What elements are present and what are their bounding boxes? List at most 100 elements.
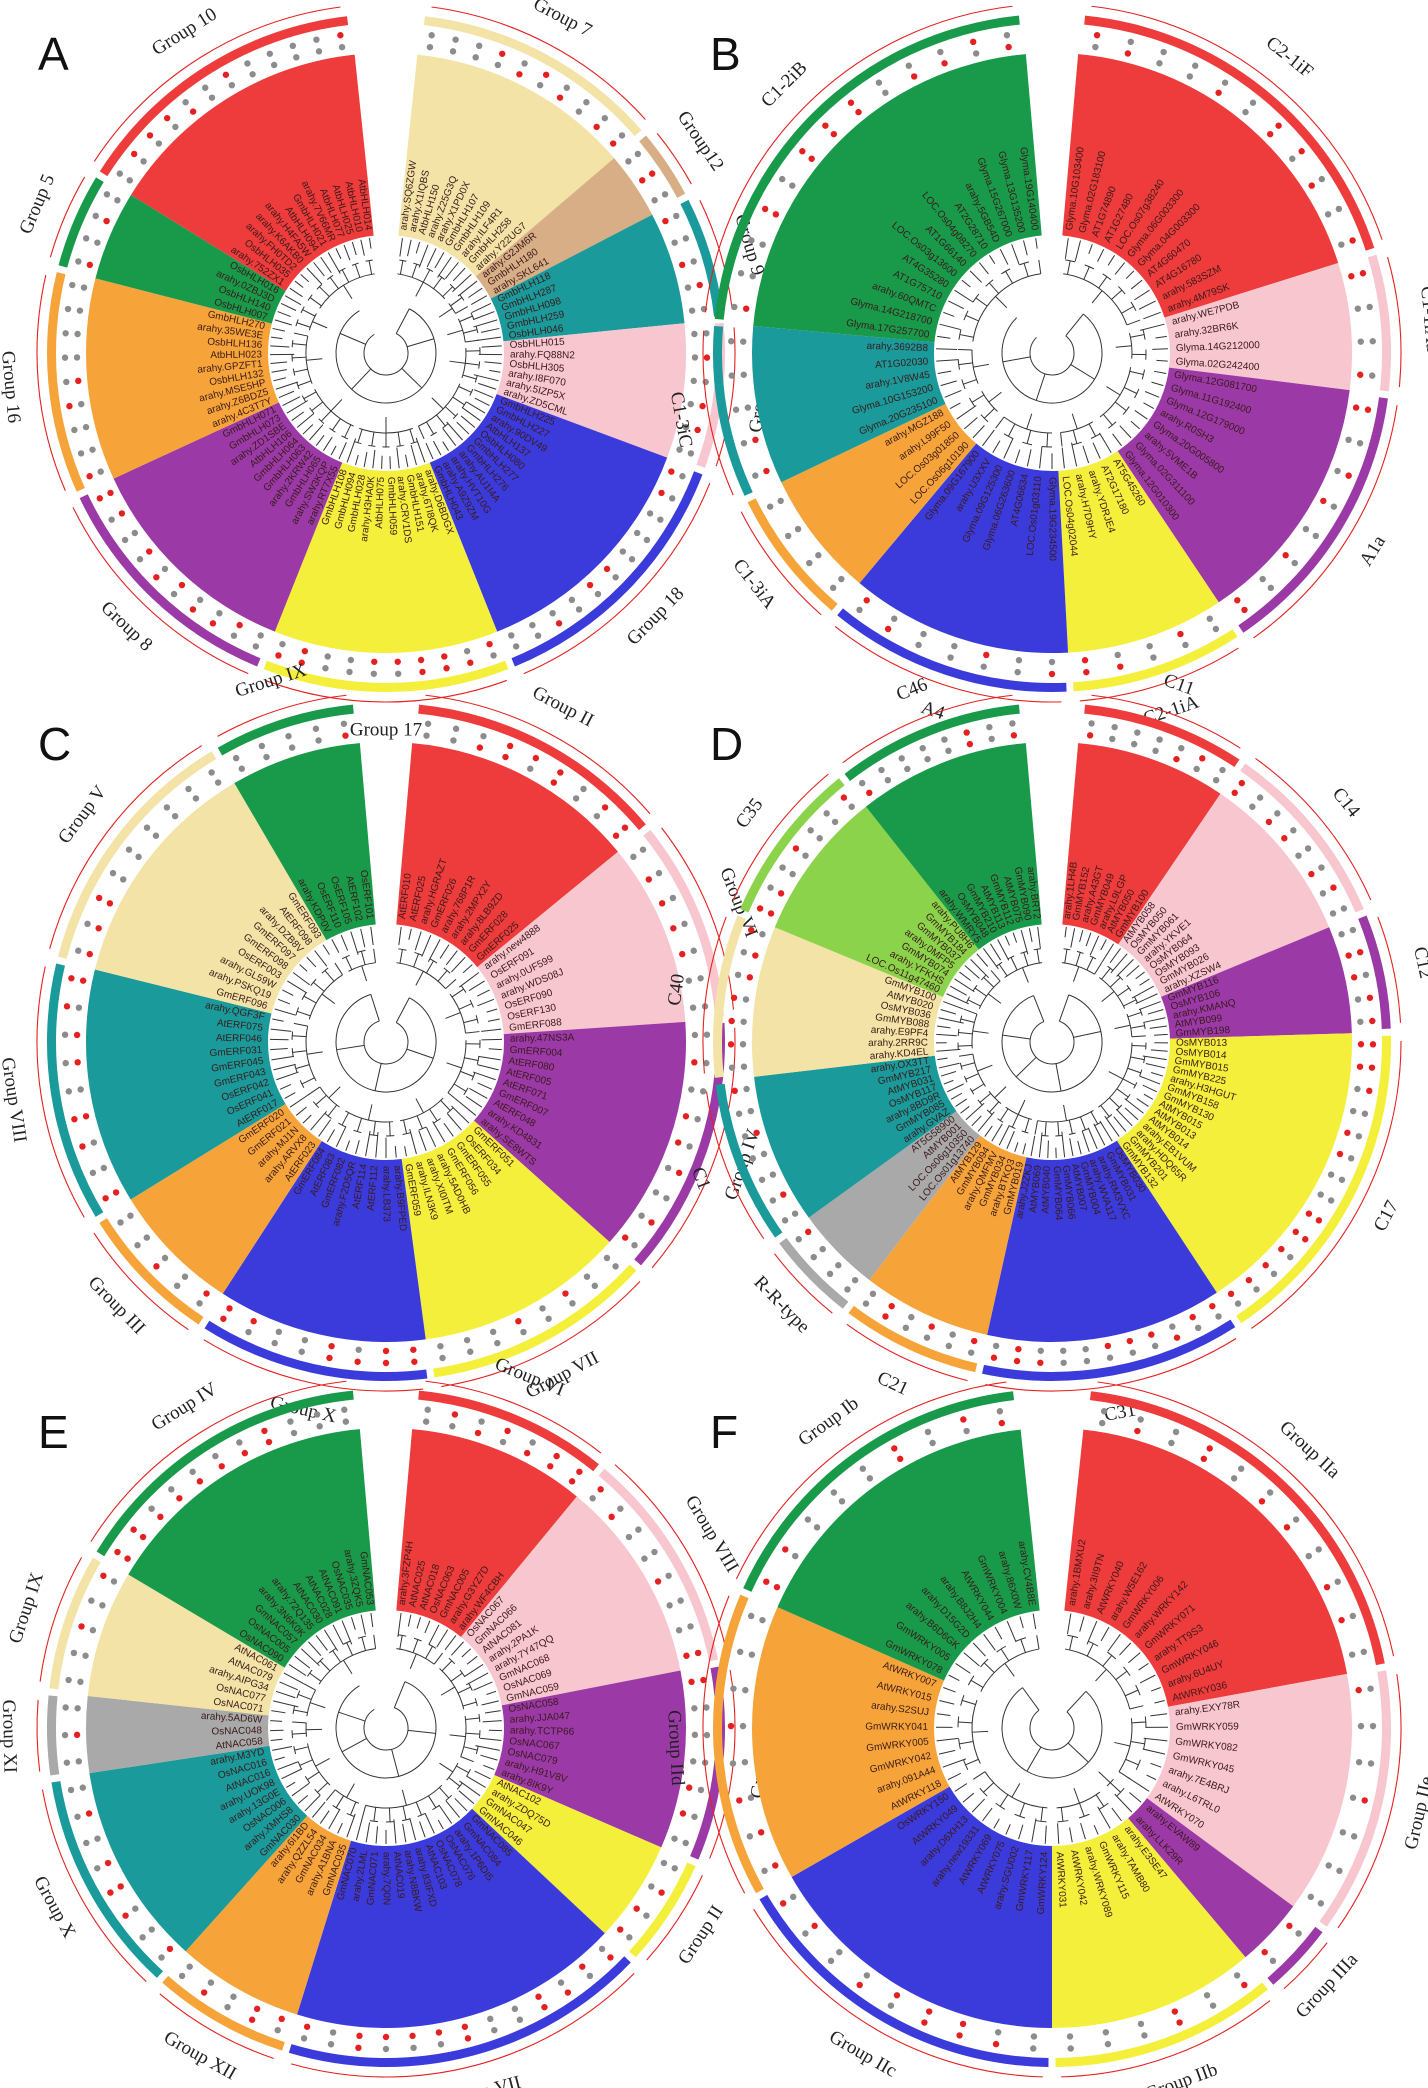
panel-letter: C [38, 718, 71, 770]
marker-dot [856, 606, 863, 614]
marker-dot [1030, 2033, 1038, 2040]
clade-band [1084, 704, 1240, 768]
marker-dot [328, 1342, 335, 1350]
marker-dot [73, 354, 81, 361]
marker-dot [575, 108, 583, 115]
marker-dot [1295, 852, 1302, 859]
marker-dot [355, 2044, 362, 2052]
outer-arc [651, 1027, 736, 1269]
marker-dot [782, 1546, 789, 1553]
marker-dot [158, 1954, 165, 1961]
marker-dot [312, 725, 320, 732]
leaf-label: arahy.KD4EL [869, 1047, 929, 1063]
marker-dot [1037, 1359, 1044, 1366]
marker-dot [785, 532, 792, 540]
clade-group-iid: AtWRKY118arahy.091A44GmWRKY042GmWRKY005G… [663, 1594, 950, 1894]
marker-dot [322, 665, 329, 672]
clade-c21: GmMYB019arahy.BTKQ3GmMYB034arahy.QMFMVGm… [846, 1135, 1027, 1400]
marker-dot [1104, 2040, 1112, 2048]
marker-dot [643, 1912, 650, 1919]
clade-sector [1058, 451, 1219, 653]
outer-arc [753, 1908, 1043, 2078]
marker-dot [157, 1513, 164, 1521]
marker-dot [487, 2015, 494, 2023]
marker-dot [747, 1794, 755, 1801]
marker-dot [945, 747, 952, 755]
clade-sector [752, 1607, 950, 1877]
marker-dot [1323, 1583, 1331, 1591]
marker-dot [545, 1315, 552, 1322]
leaf-label: AtERF112 [366, 1165, 381, 1212]
marker-dot [960, 1416, 967, 1423]
marker-dot [293, 54, 300, 61]
marker-dot [127, 1212, 134, 1219]
marker-dot [212, 1452, 219, 1460]
marker-dot [763, 467, 770, 475]
marker-dot [1117, 663, 1124, 670]
marker-dot [1093, 31, 1101, 39]
marker-dot [236, 621, 243, 629]
marker-dot [75, 1758, 83, 1765]
clade-group-ii: AtERF010AtERF025arahy.HGRAZTGmERF026arah… [396, 682, 651, 968]
marker-dot [529, 621, 536, 629]
marker-dot [126, 177, 133, 184]
marker-dot [1302, 525, 1310, 533]
marker-dot [1292, 1516, 1300, 1523]
marker-dot [1193, 765, 1200, 773]
marker-dot [691, 354, 699, 361]
marker-dot [1265, 818, 1273, 826]
marker-dot [575, 606, 583, 613]
marker-dot [699, 1088, 707, 1095]
marker-dot [651, 197, 658, 204]
marker-dot [1171, 2008, 1179, 2015]
marker-dot [580, 785, 587, 793]
clade-band [46, 272, 85, 492]
marker-dot [773, 1583, 781, 1591]
marker-dot [118, 510, 126, 517]
marker-dot [77, 1086, 84, 1093]
marker-dot [779, 864, 786, 871]
leaf-label: AtMYB040 [1040, 1165, 1053, 1214]
outer-arc [425, 1380, 602, 1454]
clade-sector [496, 323, 686, 458]
marker-dot [371, 658, 378, 665]
marker-dot [263, 753, 270, 761]
marker-dot [106, 900, 114, 907]
marker-dot [882, 1313, 889, 1320]
marker-dot [1253, 1286, 1260, 1293]
marker-dot [1366, 994, 1374, 1001]
marker-dot [1092, 43, 1099, 51]
marker-dot [992, 1342, 1000, 1350]
marker-dot [527, 765, 534, 772]
marker-dot [1278, 1245, 1285, 1253]
clade-sector [1146, 1673, 1352, 1907]
marker-dot [1098, 1419, 1106, 1427]
marker-dot [316, 1423, 323, 1430]
marker-dot [532, 754, 540, 762]
marker-dot [1308, 182, 1315, 189]
leaf-label: Glyma.14G212000 [1176, 340, 1261, 354]
marker-dot [741, 1133, 749, 1140]
marker-dot [593, 812, 601, 820]
marker-dot [313, 1411, 321, 1418]
marker-dot [1305, 1210, 1313, 1217]
marker-dot [598, 1945, 606, 1953]
marker-dot [86, 473, 93, 480]
marker-dot [1126, 1337, 1134, 1345]
marker-dot [1282, 552, 1289, 559]
marker-dot [410, 2044, 417, 2052]
marker-dot [763, 1578, 770, 1585]
marker-dot [840, 794, 848, 801]
marker-dot [80, 284, 88, 291]
marker-dot [79, 1784, 87, 1791]
marker-dot [652, 1189, 660, 1196]
marker-dot [71, 1115, 78, 1123]
outer-arc [1091, 5, 1383, 240]
leaf-label: arahy.JJA047 [509, 1711, 570, 1726]
marker-dot [83, 1839, 90, 1847]
marker-dot [792, 845, 800, 852]
marker-dot [747, 1612, 755, 1620]
marker-dot [1315, 1546, 1322, 1553]
marker-dot [62, 330, 69, 337]
